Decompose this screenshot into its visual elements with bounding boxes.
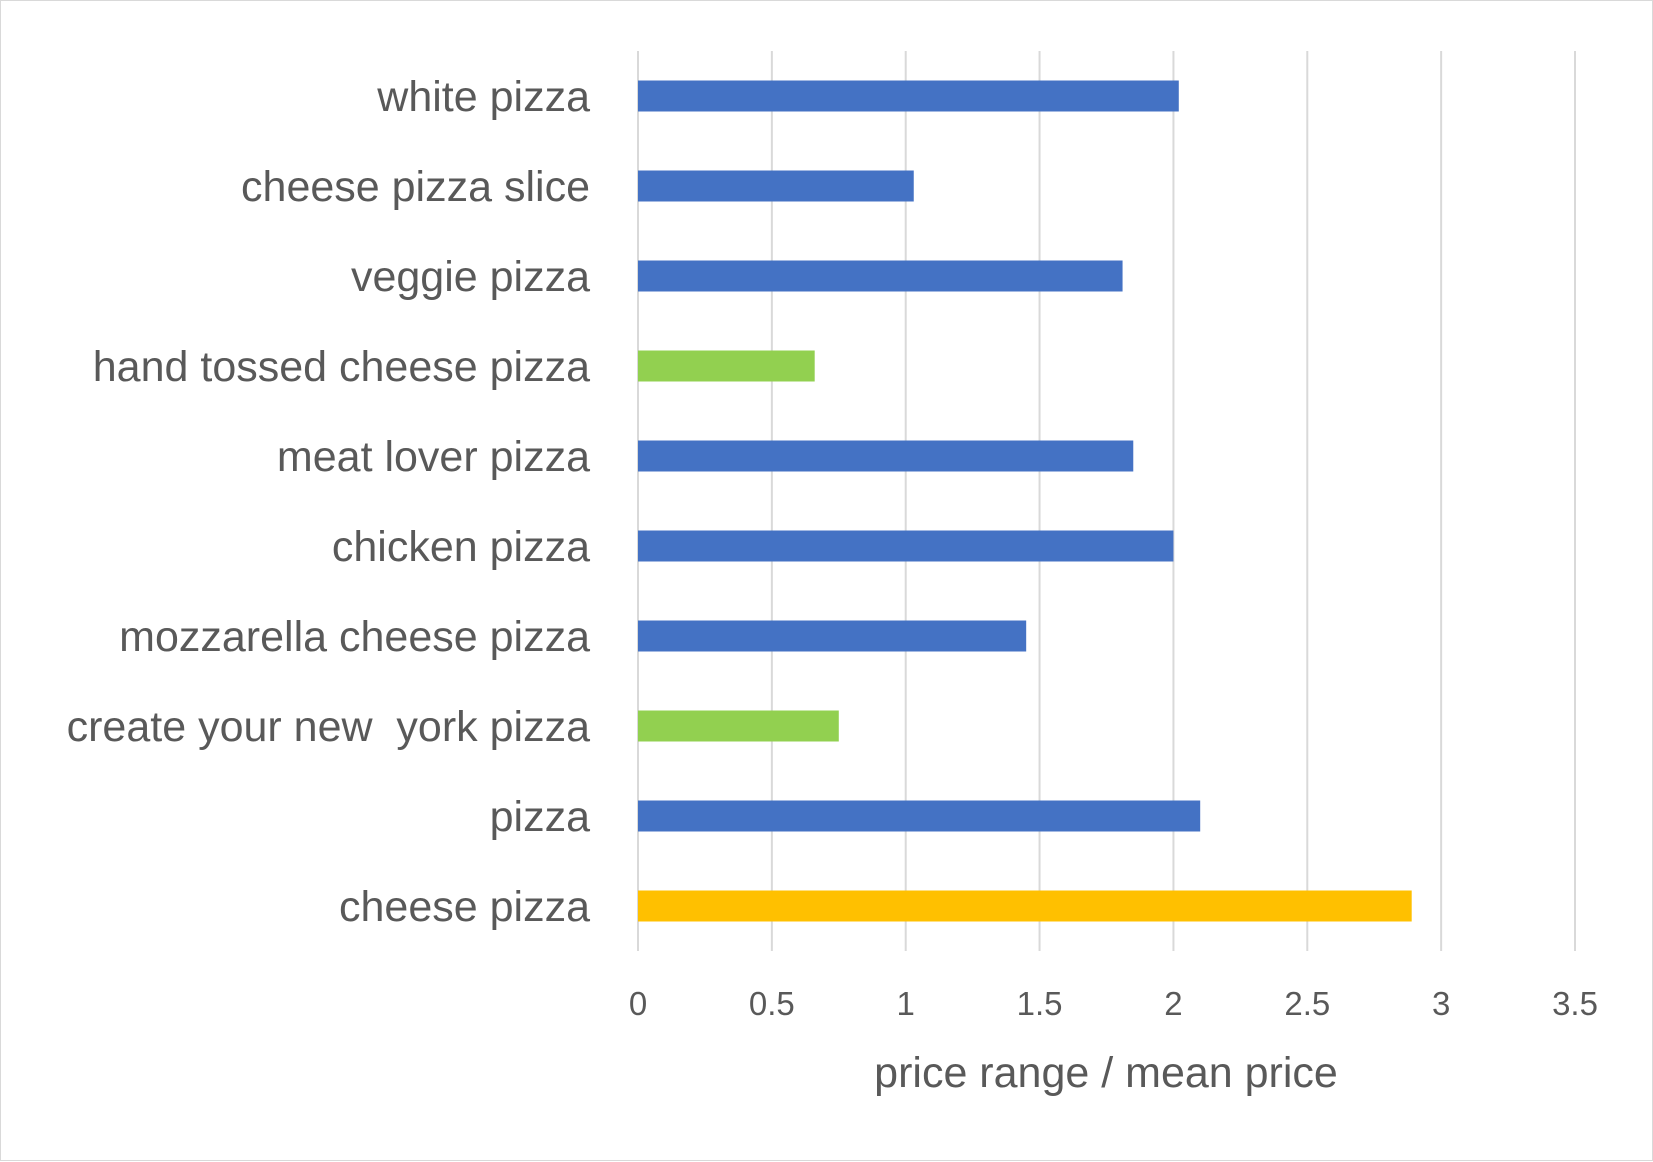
- category-label: pizza: [490, 793, 590, 841]
- bar: [638, 890, 1412, 922]
- category-labels: white pizza cheese pizza slice veggie pizz…: [67, 73, 590, 931]
- category-label: chicken pizza: [332, 523, 590, 571]
- bar: [638, 170, 914, 202]
- x-tick-label: 2.5: [1284, 985, 1330, 1022]
- category-label: veggie pizza: [351, 253, 590, 301]
- category-label: cheese pizza: [339, 883, 590, 931]
- bar: [638, 800, 1201, 832]
- bar: [638, 80, 1179, 112]
- x-tick-label: 1: [897, 985, 915, 1022]
- category-label: meat lover pizza: [277, 433, 590, 481]
- category-label: cheese pizza slice: [241, 163, 590, 211]
- x-axis-title: price range / mean price: [874, 1049, 1338, 1097]
- bar: [638, 710, 839, 742]
- bar: [638, 620, 1027, 652]
- category-label: hand tossed cheese pizza: [93, 343, 590, 391]
- x-tick-label: 3.5: [1552, 985, 1598, 1022]
- x-tick-label: 3: [1432, 985, 1450, 1022]
- category-label: create your new york pizza: [67, 703, 590, 751]
- bar: [638, 350, 815, 382]
- category-label: mozzarella cheese pizza: [119, 613, 590, 661]
- x-tick-label: 2: [1164, 985, 1182, 1022]
- x-tick-label: 0.5: [749, 985, 795, 1022]
- bar: [638, 530, 1174, 562]
- x-tick-labels: 0 0.5 1 1.5 2 2.5 3 3.5: [629, 985, 1598, 1022]
- x-tick-label: 1.5: [1017, 985, 1063, 1022]
- x-tick-label: 0: [629, 985, 647, 1022]
- bars: [638, 80, 1412, 922]
- category-label: white pizza: [376, 73, 590, 121]
- bar: [638, 440, 1134, 472]
- bar: [638, 260, 1123, 292]
